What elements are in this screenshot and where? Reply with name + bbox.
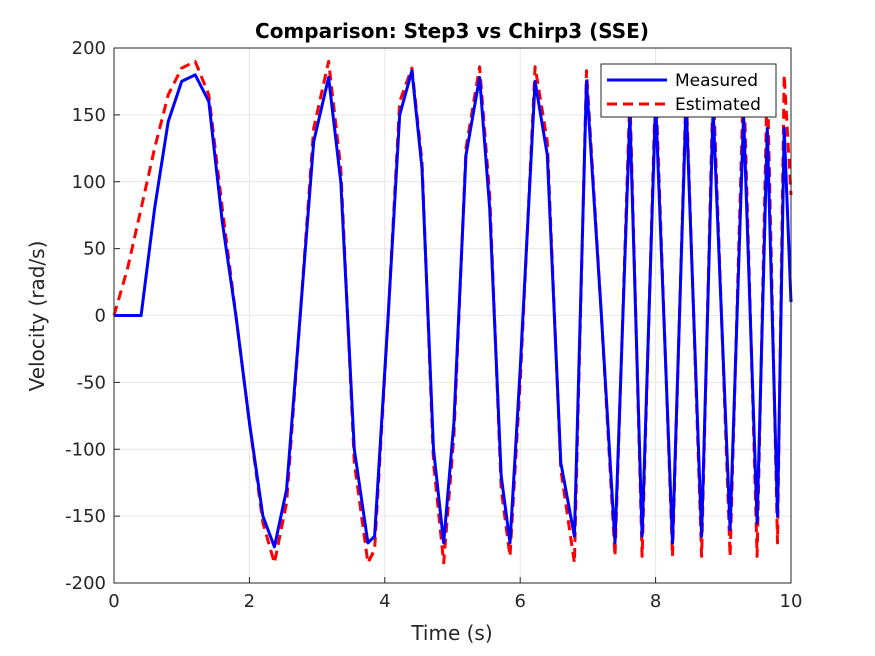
y-axis-label: Velocity (rad/s): [25, 241, 49, 392]
x-tick-label: 6: [514, 591, 525, 612]
y-tick-label: 100: [72, 172, 106, 193]
x-tick-label: 2: [244, 591, 255, 612]
x-tick-label: 4: [379, 591, 390, 612]
y-tick-label: -150: [65, 506, 106, 527]
ticks: 0 2 4 6 8 10 -200 -150 -100 -50 0 50 100 150 200: [65, 38, 802, 612]
y-tick-label: 50: [83, 239, 106, 260]
y-tick-label: -100: [65, 439, 106, 460]
legend-label-measured: Measured: [675, 71, 758, 91]
chart-title: Comparison: Step3 vs Chirp3 (SSE): [255, 19, 649, 43]
y-tick-label: -50: [77, 372, 106, 393]
y-tick-label: 150: [72, 105, 106, 126]
x-tick-label: 8: [650, 591, 661, 612]
x-tick-label: 0: [108, 591, 119, 612]
x-tick-label: 10: [780, 591, 803, 612]
legend-box: [600, 63, 777, 118]
x-axis-label: Time (s): [410, 621, 492, 645]
y-tick-label: -200: [65, 573, 106, 594]
legend-label-estimated: Estimated: [675, 95, 761, 115]
legend: Measured Estimated: [600, 63, 777, 118]
y-tick-label: 200: [72, 38, 106, 59]
y-tick-label: 0: [95, 306, 106, 327]
